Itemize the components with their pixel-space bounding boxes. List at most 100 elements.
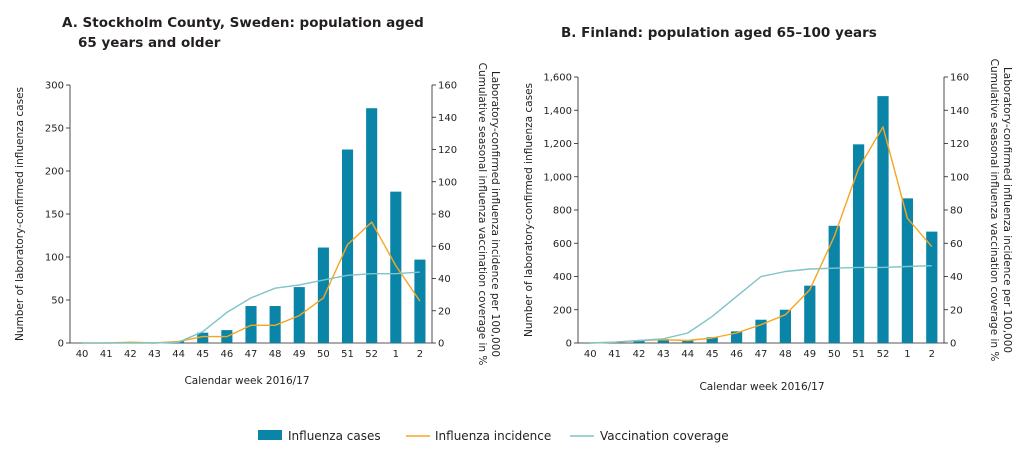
panel-b-x-tick-label: 50 (828, 349, 841, 360)
panel-b-y-tick-label: 1,600 (543, 73, 572, 84)
panel-b-y2-tick-label: 140 (950, 106, 969, 117)
panel-b-bar-49 (804, 285, 816, 343)
panel-b-y2-axis-label-line1: Laboratory-confirmed influenza incidence… (1001, 67, 1013, 353)
panel-b-y2-tick-label: 160 (950, 73, 969, 84)
panel-a-y2-tick-label: 100 (438, 177, 457, 188)
panel-b-bar-51 (852, 144, 865, 343)
panel-b-y2-tick-label: 40 (950, 272, 963, 283)
panel-a-y-axis-label: Number of laboratory-confirmed influenza… (14, 87, 26, 341)
panel-b-x-tick-label: 47 (755, 349, 768, 360)
panel-a-x-tick-label: 41 (100, 349, 113, 360)
panel-a-title-line1: A. Stockholm County, Sweden: population … (62, 15, 424, 31)
panel-a-x-tick-label: 1 (393, 349, 399, 360)
panel-a-vaccination-line (82, 271, 420, 344)
panel-a-y-tick-label: 250 (45, 124, 64, 135)
panel-a-x-tick-label: 44 (172, 349, 185, 360)
legend-swatch-influenza-cases (258, 430, 282, 440)
panel-b-y-axis-label: Number of laboratory-confirmed influenza… (523, 83, 535, 337)
panel-b-bar-48 (779, 309, 792, 343)
legend: Influenza cases Influenza incidence Vacc… (258, 429, 729, 443)
panel-b-y-tick-label: 1,000 (543, 172, 572, 183)
panel-a-y2-tick-label: 40 (438, 274, 451, 285)
panel-a-plot: 0501001502002503000204060801001201401604… (45, 81, 457, 361)
panel-b-x-tick-label: 44 (681, 349, 694, 360)
panel-b-x-tick-label: 51 (852, 349, 865, 360)
panel-a-x-tick-label: 50 (317, 349, 330, 360)
panel-b-y-tick-label: 200 (553, 305, 572, 316)
panel-a-y-tick-label: 300 (45, 81, 64, 92)
panel-a-x-tick-label: 52 (365, 349, 378, 360)
panel-a-bar-2 (414, 259, 426, 343)
panel-b-plot: 0 200 400 600 800 1,000 1,200 1,400 1,600 0 20 40 60… (543, 73, 969, 361)
panel-a-y2-tick-label: 140 (438, 113, 457, 124)
panel-b-title-line1: B. Finland: population aged 65–100 years (561, 25, 877, 41)
panel-b-y2-tick-label: 20 (950, 305, 963, 316)
panel-a-x-tick-label: 51 (341, 349, 354, 360)
panel-b-y-tick-label: 400 (553, 272, 572, 283)
panel-a-x-tick-label: 43 (148, 349, 161, 360)
panel-b-x-tick-label: 42 (633, 349, 646, 360)
panel-b-bar-43 (657, 339, 670, 343)
panel-a-bar-47 (245, 306, 257, 343)
panel-b-bar-52 (877, 96, 889, 344)
panel-a-bar-51 (341, 149, 354, 343)
panel-b-vaccination-line (590, 265, 932, 344)
panel-a-bar-52 (366, 108, 378, 343)
panel-b-x-tick-label: 52 (877, 349, 890, 360)
panel-a-y-tick-label: 100 (45, 253, 64, 264)
panel-a-y2-tick-label: 120 (438, 145, 457, 156)
panel-a-y2-tick-label: 0 (438, 339, 444, 350)
panel-b-x-tick-label: 49 (803, 349, 816, 360)
panel-b-y2-tick-label: 120 (950, 139, 969, 150)
legend-label-influenza-cases: Influenza cases (288, 429, 381, 443)
panel-b-bar-50 (828, 225, 840, 343)
panel-b-y-tick-label: 600 (553, 239, 572, 250)
panel-b-x-tick-label: 43 (657, 349, 670, 360)
panel-b-x-tick-label: 45 (706, 349, 719, 360)
panel-a-x-tick-label: 46 (220, 349, 233, 360)
panel-a-x-tick-label: 48 (269, 349, 282, 360)
legend-label-vaccination-coverage: Vaccination coverage (600, 429, 729, 443)
panel-a-y2-tick-label: 80 (438, 210, 451, 221)
panel-a-bar-1 (390, 191, 402, 343)
panel-a-x-tick-label: 45 (196, 349, 209, 360)
panel-a-title-line2: 65 years and older (78, 35, 221, 51)
panel-a-bar-45 (197, 332, 209, 343)
panel-a-y-tick-label: 150 (45, 210, 64, 221)
panel-a-y-tick-label: 50 (51, 296, 64, 307)
panel-b-bar-45 (706, 337, 718, 343)
panel-b-bar-46 (730, 331, 743, 343)
panel-b-x-tick-label: 40 (584, 349, 597, 360)
panel-a-x-tick-label: 42 (124, 349, 137, 360)
panel-b-x-tick-label: 2 (929, 349, 935, 360)
panel-a-y-tick-label: 0 (58, 339, 64, 350)
panel-b-x-tick-label: 48 (779, 349, 792, 360)
panel-b-y2-tick-label: 80 (950, 206, 963, 217)
panel-a-x-tick-label: 49 (293, 349, 306, 360)
panel-a-y-tick-label: 200 (45, 167, 64, 178)
panel-a-y2-tick-label: 60 (438, 242, 451, 253)
panel-b-y-tick-label: 800 (553, 206, 572, 217)
panel-b-bar-1 (901, 198, 914, 343)
panel-b-y2-axis-label-line2: Cumulative seasonal influenza vaccinatio… (988, 59, 1000, 362)
panel-a-y2-tick-label: 160 (438, 81, 457, 92)
legend-label-influenza-incidence: Influenza incidence (435, 429, 551, 443)
panel-b-bar-44 (682, 340, 694, 343)
panel-b-y2-tick-label: 0 (950, 339, 956, 350)
panel-a-x-tick-label: 2 (417, 349, 423, 360)
panel-a-x-tick-label: 40 (76, 349, 89, 360)
panel-b-bar-47 (755, 319, 767, 343)
panel-a-bar-50 (317, 247, 329, 343)
panel-a-bar-48 (269, 306, 281, 343)
panel-a-x-axis-label: Calendar week 2016/17 (184, 375, 309, 387)
panel-b-x-tick-label: 46 (730, 349, 743, 360)
panel-b-x-axis-label: Calendar week 2016/17 (699, 381, 824, 393)
panel-b-y2-tick-label: 60 (950, 239, 963, 250)
panel-b-x-tick-label: 1 (904, 349, 910, 360)
panel-b-bar-42 (633, 340, 645, 343)
panel-a-y2-axis-label-line2: Cumulative seasonal influenza vaccinatio… (476, 63, 488, 366)
panel-a-y2-tick-label: 20 (438, 306, 451, 317)
panel-b-y-tick-label: 1,400 (543, 106, 572, 117)
panel-b-y2-tick-label: 100 (950, 172, 969, 183)
